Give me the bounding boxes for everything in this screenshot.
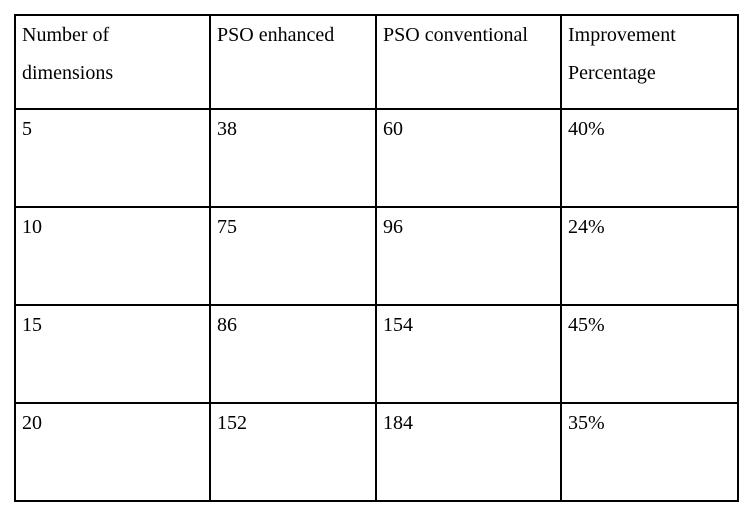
cell-dimensions-row4: 20: [14, 402, 211, 502]
table-header-row: Number of dimensions PSO enhanced PSO co…: [14, 14, 739, 110]
cell-pso-conventional-row3: 154: [375, 304, 562, 404]
cell-pso-enhanced-row1: 38: [209, 108, 377, 208]
cell-dimensions-row1: 5: [14, 108, 211, 208]
table-row: 10 75 96 24%: [14, 206, 739, 306]
cell-pso-conventional-row1: 60: [375, 108, 562, 208]
pso-comparison-table: Number of dimensions PSO enhanced PSO co…: [14, 14, 739, 502]
cell-dimensions-row3: 15: [14, 304, 211, 404]
cell-pso-conventional-row4: 184: [375, 402, 562, 502]
cell-improvement-row3: 45%: [560, 304, 739, 404]
cell-dimensions-row2: 10: [14, 206, 211, 306]
cell-improvement-row2: 24%: [560, 206, 739, 306]
table-row: 20 152 184 35%: [14, 402, 739, 502]
header-cell-improvement-percentage: Improvement Percentage: [560, 14, 739, 110]
cell-improvement-row4: 35%: [560, 402, 739, 502]
header-cell-pso-conventional: PSO conventional: [375, 14, 562, 110]
cell-pso-enhanced-row2: 75: [209, 206, 377, 306]
cell-pso-enhanced-row3: 86: [209, 304, 377, 404]
table-row: 5 38 60 40%: [14, 108, 739, 208]
cell-pso-enhanced-row4: 152: [209, 402, 377, 502]
table-row: 15 86 154 45%: [14, 304, 739, 404]
header-cell-pso-enhanced: PSO enhanced: [209, 14, 377, 110]
header-cell-number-of-dimensions: Number of dimensions: [14, 14, 211, 110]
cell-pso-conventional-row2: 96: [375, 206, 562, 306]
cell-improvement-row1: 40%: [560, 108, 739, 208]
